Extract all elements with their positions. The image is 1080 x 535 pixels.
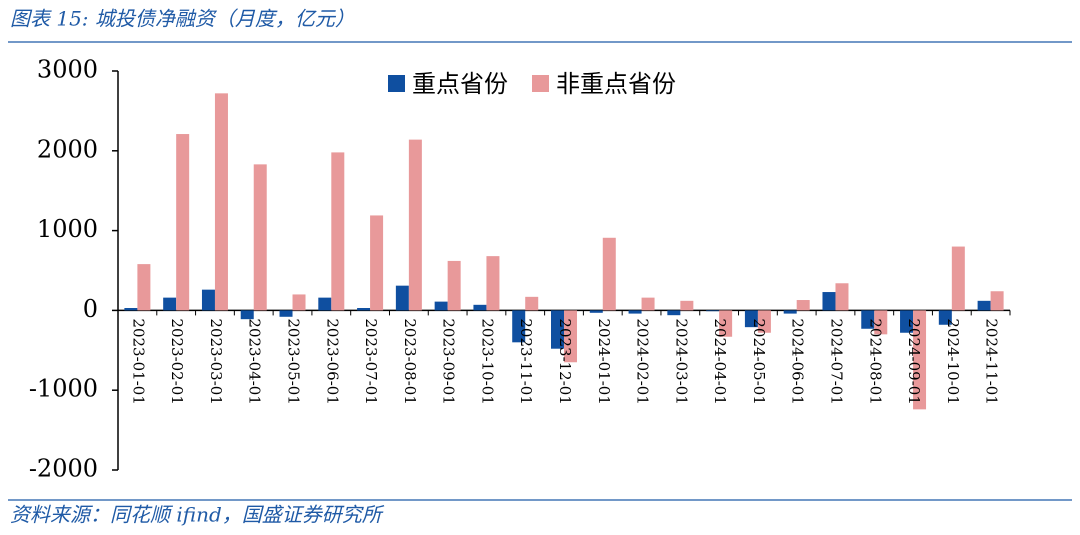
x-tick-label: 2023-11-01 <box>517 318 535 404</box>
x-tick-label: 2023-09-01 <box>440 318 458 404</box>
bar <box>757 310 771 333</box>
x-tick-label: 2024-01-01 <box>595 318 613 404</box>
y-tick-label: 3000 <box>37 56 98 84</box>
bar <box>240 310 254 320</box>
bar <box>512 310 526 343</box>
bar <box>822 292 836 311</box>
bar <box>525 296 539 311</box>
x-tick-label: 2023-10-01 <box>478 318 496 404</box>
bar <box>447 260 461 311</box>
x-tick-label: 2024-11-01 <box>983 318 1001 404</box>
bar <box>602 237 616 311</box>
bar <box>589 310 603 313</box>
bar <box>318 297 332 311</box>
y-tick-label: 2000 <box>37 135 98 163</box>
bar <box>977 300 991 311</box>
bar <box>370 215 384 311</box>
bar <box>796 300 810 311</box>
bar <box>835 283 849 311</box>
y-tick-label: 1000 <box>37 215 98 243</box>
bar <box>357 308 371 311</box>
bar <box>874 310 888 335</box>
x-tick-label: 2023-05-01 <box>285 318 303 404</box>
bar <box>331 152 345 311</box>
bar <box>434 301 448 311</box>
bar <box>395 285 409 311</box>
bar <box>744 310 758 328</box>
x-tick-label: 2023-02-01 <box>168 318 186 404</box>
x-tick-label: 2023-01-01 <box>129 318 147 404</box>
x-tick-label: 2024-03-01 <box>672 318 690 404</box>
y-tick-label: 0 <box>83 295 98 323</box>
bar <box>680 300 694 311</box>
x-tick-label: 2024-08-01 <box>866 318 884 404</box>
bar <box>667 310 681 316</box>
bar <box>913 310 927 410</box>
bar <box>408 139 422 311</box>
x-tick-label: 2023-03-01 <box>207 318 225 404</box>
bar <box>990 291 1004 311</box>
bar <box>176 134 190 311</box>
bar <box>137 264 151 311</box>
bar <box>292 294 306 311</box>
bar <box>486 256 500 311</box>
bar <box>279 310 293 317</box>
x-tick-label: 2024-10-01 <box>944 318 962 404</box>
bar <box>938 310 952 325</box>
bar <box>900 310 914 333</box>
bar <box>719 310 733 337</box>
x-tick-label: 2023-06-01 <box>323 318 341 404</box>
bar <box>861 310 875 329</box>
x-tick-label: 2023-07-01 <box>362 318 380 404</box>
x-tick-label: 2024-06-01 <box>789 318 807 404</box>
bar <box>783 310 797 314</box>
x-tick-label: 2023-04-01 <box>246 318 264 404</box>
x-tick-label: 2024-07-01 <box>827 318 845 404</box>
x-tick-label: 2024-09-01 <box>905 318 923 404</box>
x-tick-label: 2024-04-01 <box>711 318 729 404</box>
bar <box>641 297 655 311</box>
bar <box>214 93 228 311</box>
y-tick-label: -1000 <box>29 375 98 403</box>
chart-title: 图表 15: 城投债净融资（月度，亿元） <box>10 7 355 31</box>
legend-swatch <box>388 75 405 92</box>
bar <box>551 310 564 349</box>
bar <box>163 297 177 311</box>
bar <box>706 310 720 312</box>
bar <box>124 308 138 311</box>
bar <box>628 310 642 314</box>
source-note: 资料来源：同花顺 ifind，国盛证券研究所 <box>10 503 385 527</box>
bar <box>473 304 487 311</box>
legend-swatch <box>532 75 549 92</box>
bar <box>253 164 267 311</box>
bar <box>951 246 965 311</box>
x-tick-label: 2024-02-01 <box>634 318 652 404</box>
x-tick-label: 2023-12-01 <box>556 318 574 404</box>
legend-label: 重点省份 <box>412 70 508 98</box>
x-tick-label: 2024-05-01 <box>750 318 768 404</box>
legend-label: 非重点省份 <box>556 70 676 98</box>
bar <box>564 310 577 363</box>
bar <box>201 289 215 311</box>
y-tick-label: -2000 <box>29 455 98 483</box>
x-tick-label: 2023-08-01 <box>401 318 419 404</box>
